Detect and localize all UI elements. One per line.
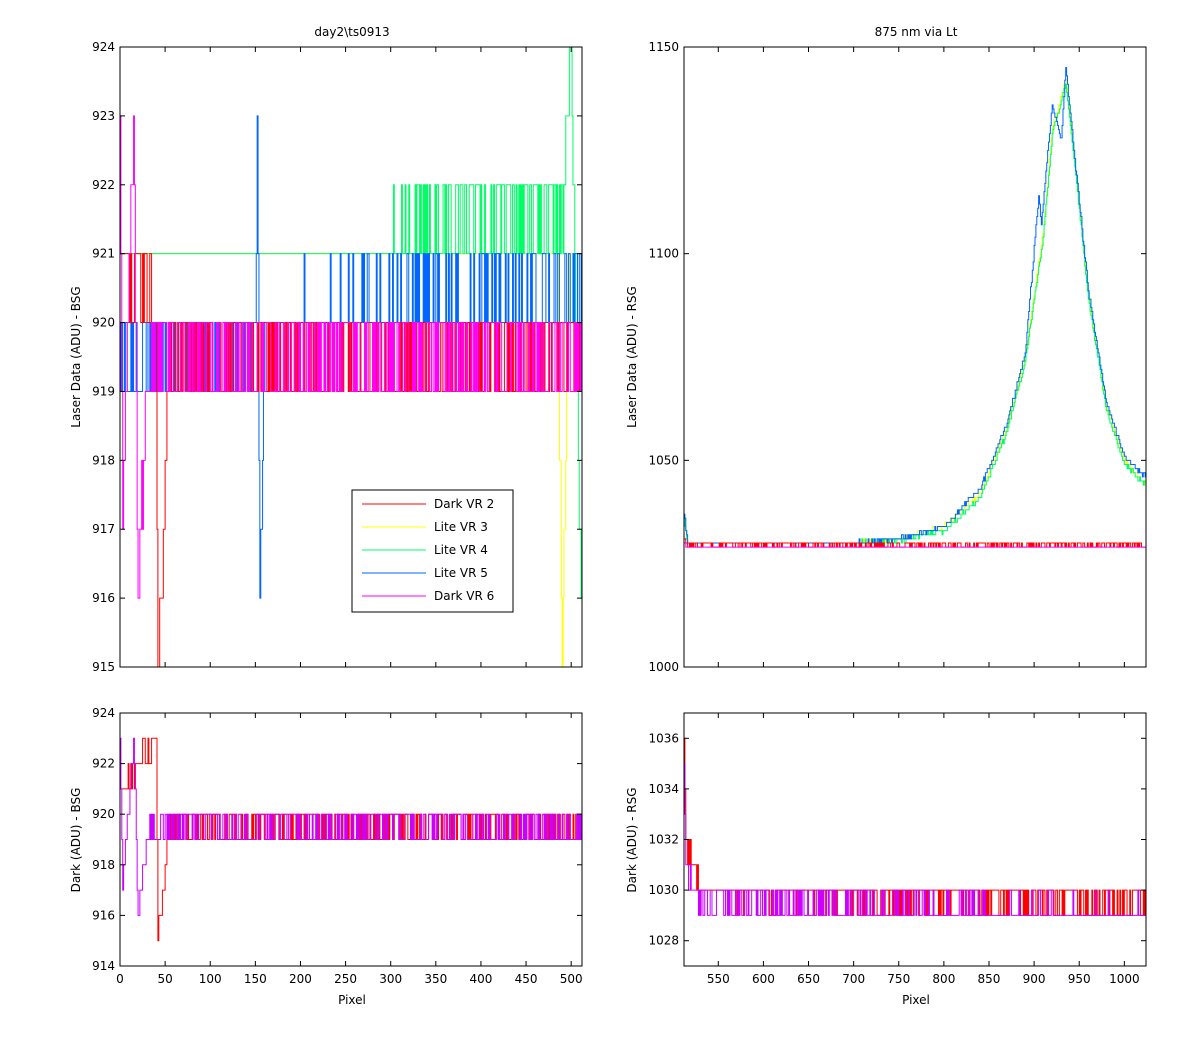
axes-box (119, 712, 583, 967)
x-tick-label: 200 (289, 972, 312, 986)
series-group (684, 737, 1146, 916)
y-tick-label: 924 (92, 706, 115, 720)
axes-box (683, 46, 1147, 668)
xlabel-bottom-left: Pixel (338, 993, 366, 1007)
ylabel-bottom-right: Dark (ADU) - RSG (625, 787, 639, 892)
title-top-right: 875 nm via Lt (875, 25, 958, 39)
y-tick-label: 1036 (648, 731, 679, 745)
y-tick-label: 914 (92, 959, 115, 973)
y-tick-label: 922 (92, 178, 115, 192)
series-line-dark-vr-6 (120, 737, 582, 916)
x-tick-label: 750 (887, 972, 910, 986)
series-line-dark-vr-2 (684, 538, 1146, 548)
ylabel-bottom-left: Dark (ADU) - BSG (69, 788, 83, 893)
x-tick-label: 300 (379, 972, 402, 986)
x-tick-label: 400 (469, 972, 492, 986)
x-tick-label: 650 (797, 972, 820, 986)
y-tick-label: 916 (92, 908, 115, 922)
series-line-dark-vr-6 (684, 763, 1146, 916)
x-tick-label: 100 (199, 972, 222, 986)
x-tick-label: 700 (842, 972, 865, 986)
y-tick-label: 921 (92, 247, 115, 261)
series-line-dark-vr-2 (120, 737, 582, 942)
y-tick-label: 1030 (648, 883, 679, 897)
x-tick-label: 950 (1068, 972, 1091, 986)
series-group (120, 737, 582, 942)
y-tick-label: 1032 (648, 833, 679, 847)
y-tick-label: 919 (92, 384, 115, 398)
x-tick-label: 450 (515, 972, 538, 986)
plot-area (684, 713, 1146, 966)
y-tick-label: 1028 (648, 934, 679, 948)
y-tick-label: 924 (92, 40, 115, 54)
ylabel-top-right: Laser Data (ADU) - RSG (625, 286, 639, 428)
legend-label: Lite VR 4 (434, 543, 488, 557)
legend: Dark VR 2 Lite VR 3 Lite VR 4 Lite VR 5 … (351, 489, 514, 613)
series-group (684, 67, 1146, 548)
x-tick-label: 150 (244, 972, 267, 986)
series-line-dark-vr-6 (684, 542, 1146, 548)
panel-bottom-left: Dark (ADU) - BSG Pixel 914 916 918 920 922 92… (69, 706, 583, 1007)
legend-label: Dark VR 2 (434, 497, 494, 511)
legend-item: Lite VR 3 (362, 520, 488, 534)
y-tick-label: 916 (92, 591, 115, 605)
legend-item: Dark VR 6 (362, 589, 494, 603)
y-tick-label: 922 (92, 757, 115, 771)
x-tick-label: 600 (752, 972, 775, 986)
y-tick-label: 920 (92, 316, 115, 330)
legend-item: Lite VR 4 (362, 543, 488, 557)
y-tick-label: 1150 (648, 40, 679, 54)
series-line-dark-vr-6 (120, 115, 582, 599)
panel-top-right: 875 nm via Lt Laser Data (ADU) - RSG 100… (625, 25, 1147, 674)
legend-item: Lite VR 5 (362, 566, 488, 580)
x-tick-label: 0 (116, 972, 124, 986)
x-tick-label: 900 (1023, 972, 1046, 986)
x-tick-label: 50 (157, 972, 172, 986)
plot-area (684, 47, 1146, 667)
x-tick-label: 1000 (1109, 972, 1140, 986)
y-tick-label: 917 (92, 522, 115, 536)
x-tick-label: 250 (334, 972, 357, 986)
x-tick-label: 850 (978, 972, 1001, 986)
y-tick-label: 1034 (648, 782, 679, 796)
legend-label: Lite VR 5 (434, 566, 488, 580)
y-tick-label: 918 (92, 858, 115, 872)
x-tick-label: 800 (932, 972, 955, 986)
legend-item: Dark VR 2 (362, 497, 494, 511)
ylabel-top-left: Laser Data (ADU) - BSG (69, 286, 83, 427)
legend-box (351, 489, 514, 613)
y-tick-label: 1100 (648, 247, 679, 261)
xlabel-bottom-right: Pixel (902, 993, 930, 1007)
series-group (120, 47, 582, 667)
y-tick-label: 1050 (648, 453, 679, 467)
legend-label: Dark VR 6 (434, 589, 494, 603)
legend-label: Lite VR 3 (434, 520, 488, 534)
y-tick-label: 920 (92, 807, 115, 821)
y-tick-label: 1000 (648, 660, 679, 674)
y-tick-label: 923 (92, 109, 115, 123)
x-tick-label: 350 (424, 972, 447, 986)
x-tick-label: 550 (707, 972, 730, 986)
y-tick-label: 918 (92, 453, 115, 467)
axes-box (119, 46, 583, 668)
x-tick-label: 500 (560, 972, 583, 986)
y-tick-label: 915 (92, 660, 115, 674)
title-top-left: day2\ts0913 (314, 25, 389, 39)
panel-bottom-right: Dark (ADU) - RSG Pixel 1028 1030 1032 1034 1… (625, 712, 1147, 1007)
